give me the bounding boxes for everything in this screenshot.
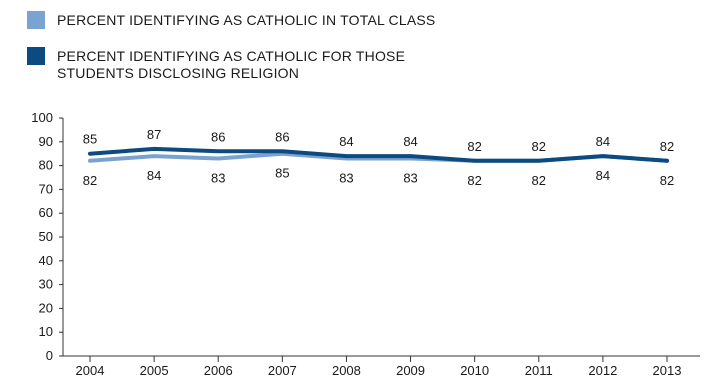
legend-label-1-1: STUDENTS DISCLOSING RELIGION <box>57 65 299 81</box>
data-label-series-0: 82 <box>83 173 97 188</box>
data-label-series-1: 82 <box>532 139 546 154</box>
y-tick-label: 80 <box>39 158 53 173</box>
data-label-series-1: 84 <box>403 134 417 149</box>
data-label-series-0: 82 <box>532 173 546 188</box>
y-tick-label: 70 <box>39 181 53 196</box>
y-tick-label: 10 <box>39 324 53 339</box>
x-tick-label: 2009 <box>396 363 425 378</box>
data-label-series-1: 82 <box>660 139 674 154</box>
y-tick-label: 30 <box>39 277 53 292</box>
y-tick-label: 50 <box>39 229 53 244</box>
y-tick-label: 40 <box>39 253 53 268</box>
legend-swatch-0 <box>27 11 45 29</box>
data-label-series-0: 83 <box>403 170 417 185</box>
data-label-series-1: 84 <box>339 134 353 149</box>
y-tick-label: 20 <box>39 300 53 315</box>
legend: PERCENT IDENTIFYING AS CATHOLIC IN TOTAL… <box>27 11 435 81</box>
y-tick-label: 100 <box>31 110 53 125</box>
x-tick-label: 2012 <box>588 363 617 378</box>
x-tick-label: 2010 <box>460 363 489 378</box>
data-label-series-0: 85 <box>275 166 289 181</box>
data-label-series-1: 87 <box>147 127 161 142</box>
data-label-series-1: 86 <box>211 129 225 144</box>
data-label-series-0: 83 <box>211 170 225 185</box>
data-label-series-1: 85 <box>83 132 97 147</box>
axes: 0 10 20 30 40 50 60 70 80 90 100 2004 2005 2006 2007 20… <box>31 110 700 378</box>
legend-label-0-0: PERCENT IDENTIFYING AS CATHOLIC IN TOTAL… <box>57 12 435 28</box>
x-tick-label: 2006 <box>204 363 233 378</box>
y-tick-label: 60 <box>39 205 53 220</box>
x-tick-label: 2007 <box>268 363 297 378</box>
series-line-1 <box>88 146 669 163</box>
data-label-series-1: 86 <box>275 129 289 144</box>
x-tick-label: 2013 <box>653 363 682 378</box>
legend-label-1-0: PERCENT IDENTIFYING AS CATHOLIC FOR THOS… <box>57 48 405 64</box>
x-tick-label: 2011 <box>525 363 553 378</box>
data-label-series-1: 82 <box>467 139 481 154</box>
data-label-series-0: 84 <box>596 168 610 183</box>
x-tick-label: 2004 <box>76 363 105 378</box>
data-labels: 82 84 83 85 83 83 82 82 84 82 85 87 86 86 84 84 82 82 84 82 <box>83 127 674 188</box>
legend-swatch-1 <box>27 47 45 65</box>
data-label-series-0: 82 <box>467 173 481 188</box>
series-layer <box>88 146 669 163</box>
x-tick-label: 2005 <box>140 363 169 378</box>
data-label-series-1: 84 <box>596 134 610 149</box>
y-tick-label: 90 <box>39 134 53 149</box>
data-label-series-0: 84 <box>147 168 161 183</box>
data-label-series-0: 82 <box>660 173 674 188</box>
data-label-series-0: 83 <box>339 170 353 185</box>
y-tick-label: 0 <box>46 348 53 363</box>
x-tick-label: 2008 <box>332 363 361 378</box>
